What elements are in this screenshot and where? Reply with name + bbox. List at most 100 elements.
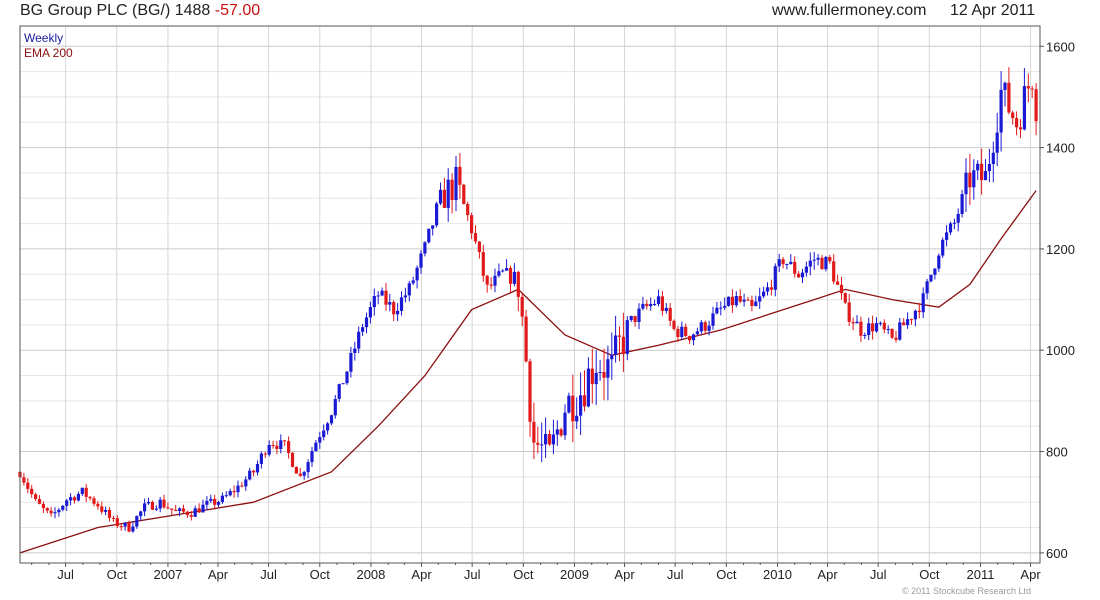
candle — [337, 383, 341, 402]
candle — [497, 263, 501, 278]
candle — [886, 325, 890, 335]
candle-body — [431, 225, 435, 229]
candle-body — [781, 259, 785, 265]
candle-body — [754, 301, 758, 306]
candle-body — [205, 500, 209, 505]
candle-body — [758, 296, 762, 302]
plot-frame — [19, 25, 1041, 564]
candle-body — [621, 336, 625, 354]
candle-body — [283, 440, 287, 442]
candle-body — [726, 296, 731, 306]
candle — [209, 494, 213, 504]
candle-body — [470, 215, 474, 234]
candle-body — [178, 508, 182, 511]
candle-body — [746, 299, 750, 301]
candle-body — [403, 295, 407, 298]
candle-body — [874, 323, 879, 332]
candle — [473, 225, 478, 244]
candle-body — [388, 302, 392, 305]
candle — [695, 327, 699, 336]
candle-body — [738, 296, 742, 302]
candle — [279, 434, 283, 454]
candle — [664, 303, 668, 314]
candle-body — [224, 495, 228, 497]
candle — [890, 328, 894, 340]
candle-body — [948, 223, 953, 233]
candle — [481, 244, 485, 282]
candle-body — [193, 508, 197, 517]
candle-body — [695, 331, 699, 335]
x-tick-label: 2010 — [763, 567, 792, 582]
candle — [290, 452, 295, 468]
candle-body — [762, 291, 766, 297]
candle-body — [127, 522, 131, 532]
candle — [314, 440, 318, 452]
candle — [450, 173, 454, 214]
candle — [567, 392, 571, 414]
candle-body — [980, 163, 984, 180]
candle — [528, 358, 532, 437]
candle — [322, 424, 326, 441]
candle — [999, 71, 1003, 152]
candle-body — [882, 322, 886, 330]
candle-body — [30, 488, 34, 495]
candle-body — [489, 284, 493, 286]
candle — [1030, 85, 1034, 99]
candle — [361, 323, 365, 336]
candle — [769, 279, 773, 296]
candle — [937, 253, 941, 272]
candle-body — [263, 453, 267, 455]
candle — [298, 468, 302, 477]
candle-body — [104, 510, 108, 512]
candle-body — [290, 452, 295, 467]
candle-body — [925, 281, 929, 294]
candle — [376, 291, 380, 305]
candle — [765, 282, 770, 296]
candle — [415, 265, 419, 289]
candle — [797, 271, 801, 278]
candle — [22, 473, 26, 486]
candle-body — [341, 383, 345, 385]
candle-body — [298, 473, 302, 476]
source-website[interactable]: www.fullermoney.com — [772, 2, 927, 19]
candle — [508, 265, 513, 293]
candle-body — [602, 372, 606, 378]
candle — [645, 300, 649, 310]
candle-body — [909, 319, 914, 321]
candle-body — [976, 163, 980, 171]
candle — [676, 326, 680, 343]
candle-body — [220, 495, 224, 502]
candle — [438, 182, 443, 206]
candle — [532, 402, 536, 460]
candle — [594, 350, 598, 406]
candle-body — [715, 307, 719, 314]
candle — [536, 426, 540, 454]
candle-body — [723, 305, 727, 308]
candle-body — [37, 499, 42, 504]
candle-body — [633, 316, 637, 322]
candle-body — [376, 295, 380, 297]
candle — [758, 287, 762, 309]
candle — [524, 309, 528, 363]
candle-body — [259, 453, 263, 464]
candle — [477, 241, 481, 259]
candle-body — [820, 257, 824, 270]
candle-body — [691, 334, 696, 341]
candle-body — [197, 508, 201, 513]
candle — [824, 256, 828, 272]
candle-body — [252, 470, 256, 473]
candle — [166, 502, 170, 510]
candle — [707, 320, 711, 336]
candle-body — [859, 321, 863, 336]
candle — [283, 440, 287, 446]
candle — [107, 507, 112, 522]
candle — [894, 330, 898, 343]
candle-body — [540, 444, 544, 446]
candle-body — [236, 485, 240, 493]
x-tick-label: Apr — [817, 567, 838, 582]
candle — [213, 494, 217, 510]
candle-body — [945, 232, 949, 240]
candle-body — [189, 515, 193, 517]
candle — [30, 484, 34, 498]
candle — [115, 515, 119, 528]
